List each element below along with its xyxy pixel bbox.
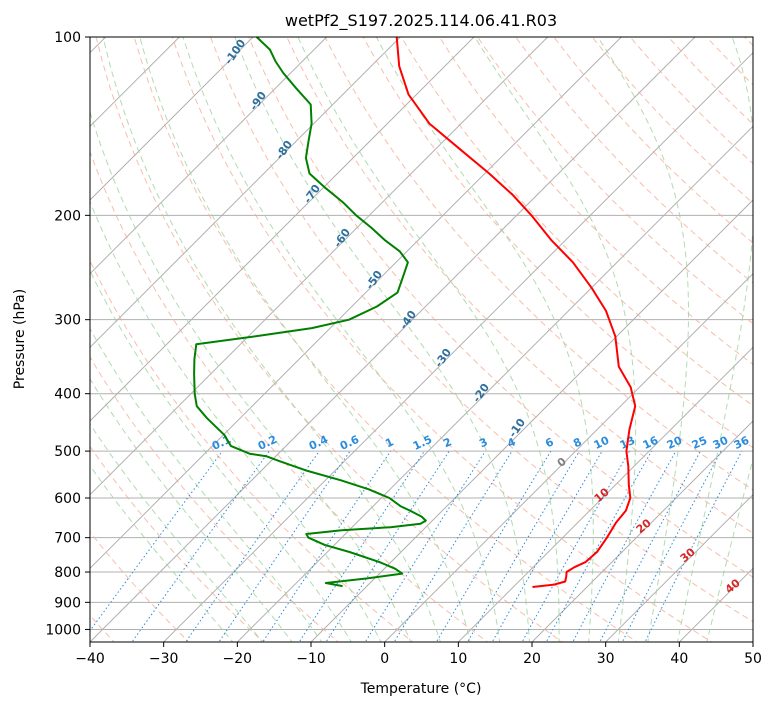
dewpoint-profile-line xyxy=(193,37,427,588)
x-tick-label: 10 xyxy=(449,651,467,667)
x-tick-label: 50 xyxy=(744,651,762,667)
mixing-ratio-line xyxy=(185,450,320,642)
mixing-ratio-line xyxy=(90,450,223,632)
y-tick-label: 600 xyxy=(54,491,81,507)
x-tick-label: 0 xyxy=(380,651,389,667)
mixing-ratio-label: 16 xyxy=(641,434,661,452)
mixing-ratio-line xyxy=(621,450,722,642)
temperature-profile-line xyxy=(395,37,637,588)
moist-adiabat-line xyxy=(90,377,293,642)
dry-adiabat-line xyxy=(95,37,564,642)
mixing-ratio-line xyxy=(364,450,486,642)
x-tick-label: −10 xyxy=(296,651,326,667)
isotherm-line xyxy=(90,37,401,349)
y-tick-label: 800 xyxy=(54,565,81,581)
moist-adiabat-line xyxy=(90,327,323,642)
y-tick-label: 900 xyxy=(54,595,81,611)
mixing-ratio-line xyxy=(262,450,392,642)
moist-adiabat-line xyxy=(90,464,234,642)
mixing-ratio-label: 30 xyxy=(711,434,731,452)
x-tick-label: 30 xyxy=(597,651,615,667)
profile-lines xyxy=(193,37,637,588)
isotherm-line xyxy=(90,37,475,422)
isotherm-line xyxy=(605,493,753,642)
mixing-ratio-label: 10 xyxy=(592,434,612,452)
isotherm-line xyxy=(531,420,753,642)
mixing-ratio-label: 25 xyxy=(690,434,709,452)
y-tick-label: 200 xyxy=(54,208,81,224)
dry-adiabat-line xyxy=(133,37,638,642)
x-tick-label: −30 xyxy=(149,651,179,667)
moist-adiabat-line xyxy=(182,37,501,642)
y-tick-label: 400 xyxy=(54,387,81,403)
y-axis-title: Pressure (hPa) xyxy=(12,289,28,389)
isotherm-line xyxy=(90,37,254,201)
y-tick-label: 500 xyxy=(54,444,81,460)
x-tick-label: −20 xyxy=(223,651,253,667)
moist-adiabat-line xyxy=(90,200,382,642)
moist-adiabat-line xyxy=(102,37,441,642)
moist-adiabat-line xyxy=(297,37,560,642)
moist-adiabat-line xyxy=(676,37,753,642)
background-lines xyxy=(90,37,753,642)
mixing-ratio-line xyxy=(572,450,677,642)
chart-title: wetPf2_S197.2025.114.06.41.R03 xyxy=(285,11,557,31)
dry-adiabat-line xyxy=(362,37,753,449)
y-tick-label: 100 xyxy=(54,30,81,46)
x-tick-label: −40 xyxy=(75,651,105,667)
dry-adiabat-line xyxy=(90,445,265,642)
moist-adiabat-line xyxy=(90,423,264,642)
moist-adiabat-line xyxy=(90,110,412,642)
isotherm-line xyxy=(384,272,753,642)
x-tick-label: 20 xyxy=(523,651,541,667)
mixing-ratio-line xyxy=(393,450,513,642)
dry-adiabat-line xyxy=(477,37,753,325)
dry-adiabat-line xyxy=(324,37,753,491)
isotherm-line xyxy=(163,51,753,642)
isotherm-line xyxy=(90,37,696,642)
moist-adiabat-line xyxy=(234,37,530,642)
y-tick-label: 1000 xyxy=(45,622,81,638)
isotherm-line xyxy=(457,346,753,642)
dry-adiabat-line xyxy=(438,37,753,366)
moist-adiabat-line xyxy=(474,37,637,642)
y-axis-ticks: 100 200 300 400 500 600 700 800 900 1000 xyxy=(45,30,90,638)
mixing-ratio-label: 36 xyxy=(732,434,752,452)
y-tick-label: 700 xyxy=(54,531,81,547)
isotherm-line xyxy=(90,37,622,570)
moist-adiabat-line xyxy=(375,37,594,642)
isotherm-line xyxy=(236,125,753,642)
mixing-ratio-line xyxy=(218,450,351,642)
y-tick-label: 300 xyxy=(54,313,81,329)
mixing-ratio-line xyxy=(131,450,270,642)
isotherm-line xyxy=(90,37,328,275)
mixing-ratio-line xyxy=(599,450,701,642)
dry-adiabat-line xyxy=(90,259,414,642)
moist-adiabat-line xyxy=(706,457,753,642)
x-tick-label: 40 xyxy=(670,651,688,667)
moist-adiabat-line xyxy=(90,269,352,642)
isotherm-line xyxy=(310,199,753,642)
dry-adiabat-line xyxy=(400,37,753,407)
plot-frame xyxy=(89,36,754,643)
moist-adiabat-line xyxy=(597,37,689,642)
x-axis-ticks: −40 −30 −20 −10 0 10 20 30 40 50 xyxy=(75,642,762,667)
mixing-ratio-line xyxy=(298,450,425,642)
mixing-ratio-label: 20 xyxy=(665,434,685,452)
x-axis-title: Temperature (°C) xyxy=(360,681,482,697)
mixing-ratio-line xyxy=(325,450,450,642)
mixing-ratio-line xyxy=(466,450,580,642)
dry-adiabat-line xyxy=(210,37,753,623)
dry-adiabat-line xyxy=(171,37,713,642)
